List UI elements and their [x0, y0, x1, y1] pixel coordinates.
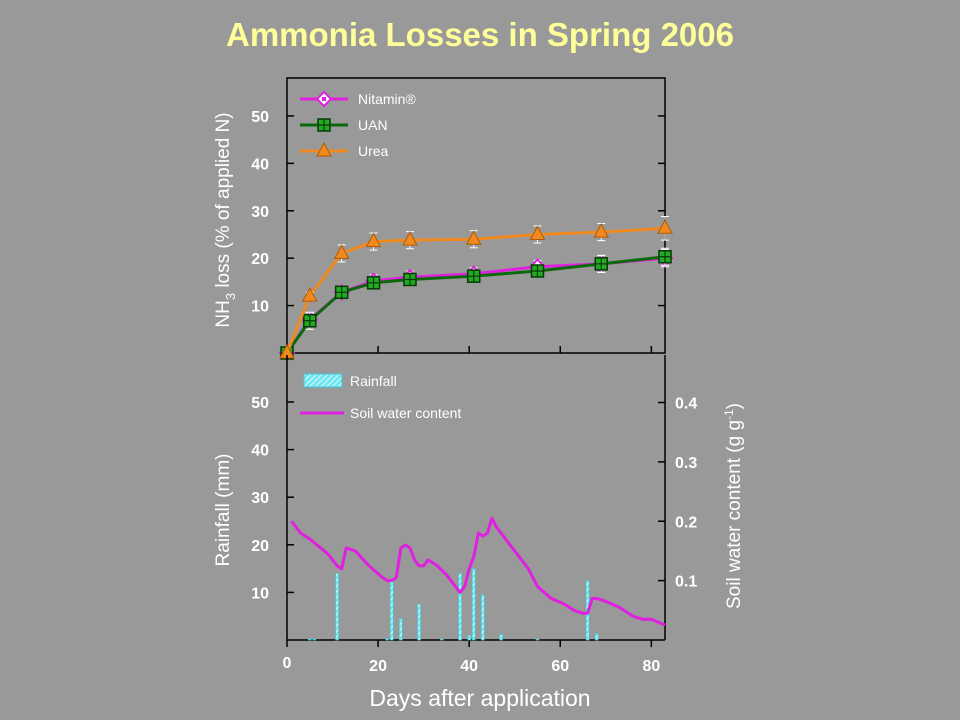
top-y-tick-label: 30	[251, 204, 269, 221]
rainfall-y-tick-label: 20	[251, 538, 269, 555]
top-y-axis-label-subscript: 3	[223, 293, 238, 300]
data-point-triangle	[402, 231, 418, 246]
top-y-tick-label: 20	[251, 251, 269, 268]
rainfall-y-tick-label: 50	[251, 395, 269, 412]
rainfall-bar	[481, 594, 485, 641]
data-point-square-cross	[659, 250, 671, 263]
rainfall-y-tick-label: 10	[251, 585, 269, 602]
rainfall-bar	[385, 638, 389, 641]
top-y-axis-label-main: NH	[213, 300, 234, 327]
data-point-triangle	[657, 219, 673, 234]
bottom-y-axis-label: Rainfall (mm)	[213, 454, 234, 567]
top-panel: 10 20 30 40 50 Nitamin® UAN Urea	[251, 77, 674, 362]
soil-water-axis-label: Soil water content (g g-1)	[722, 403, 745, 609]
top-y-axis-label-rest: loss (% of applied N)	[213, 112, 234, 293]
data-point-square-cross	[403, 273, 416, 286]
soil-water-y-tick-label: 0.3	[675, 455, 697, 472]
x-tick-label: 0	[283, 655, 292, 672]
rainfall-bar	[594, 633, 599, 641]
legend-marker-diamond-center	[322, 97, 326, 101]
data-point-triangle	[465, 230, 482, 245]
x-tick-label: 80	[642, 658, 660, 675]
rainfall-bar	[389, 580, 394, 641]
rainfall-bar	[312, 638, 317, 641]
data-point-triangle	[529, 225, 546, 240]
legend-marker-square-cross	[318, 119, 330, 131]
series-square	[280, 247, 672, 360]
rainfall-bar	[440, 638, 444, 641]
soil-water-y-tick-label: 0.4	[675, 396, 697, 413]
legend-label-square: UAN	[358, 117, 388, 133]
top-y-axis-label: NH3 loss (% of applied N)	[213, 112, 238, 327]
top-plot-frame	[286, 77, 666, 354]
legend-marker-triangle	[316, 141, 332, 157]
rainfall-bar	[307, 638, 312, 641]
rainfall-y-tick-label: 30	[251, 490, 269, 507]
data-point-triangle	[301, 287, 318, 302]
legend-label-triangle: Urea	[358, 143, 389, 159]
rainfall-bar	[467, 634, 471, 641]
soil-water-y-tick-label: 0.2	[675, 514, 697, 531]
top-y-tick-label: 50	[251, 109, 269, 126]
rainfall-bar	[499, 633, 503, 641]
data-point-triangle	[333, 244, 350, 259]
data-point-square-cross	[467, 270, 480, 283]
legend-label-diamond: Nitamin®	[358, 91, 416, 107]
x-tick-label: 40	[460, 658, 478, 675]
legend-label-rainfall: Rainfall	[350, 373, 397, 389]
rainfall-bar	[471, 568, 476, 641]
x-tick-label: 20	[369, 658, 387, 675]
rainfall-bar	[458, 573, 462, 641]
data-point-square-cross	[367, 276, 380, 289]
soil-water-axis-label-superscript: -1	[722, 409, 736, 420]
data-point-triangle	[365, 232, 382, 248]
top-y-tick-label: 10	[251, 299, 269, 316]
rainfall-bar	[535, 638, 540, 641]
data-point-square-cross	[595, 257, 608, 270]
rainfall-bar	[399, 618, 403, 641]
x-axis-label: Days after application	[369, 685, 590, 711]
top-y-tick-label: 40	[251, 156, 269, 173]
soil-water-axis-label-rest: )	[724, 403, 745, 409]
rainfall-bar	[335, 573, 339, 641]
rainfall-y-tick-label: 40	[251, 443, 269, 460]
data-point-triangle	[593, 223, 610, 238]
legend-swatch-rainfall	[303, 373, 343, 388]
data-point-square-cross	[531, 264, 544, 277]
chart-title: Ammonia Losses in Spring 2006	[226, 16, 734, 53]
data-point-square-cross	[335, 286, 348, 299]
soil-water-line	[290, 516, 666, 627]
series-diamond	[278, 249, 674, 362]
rainfall-bar	[417, 603, 421, 641]
data-point-square-cross	[303, 314, 316, 327]
soil-water-axis-label-main: Soil water content (g g	[724, 420, 745, 609]
series-triangle	[279, 215, 673, 359]
x-tick-label: 60	[551, 658, 569, 675]
soil-water-y-tick-label: 0.1	[675, 574, 697, 591]
legend-label-soil-water: Soil water content	[350, 405, 461, 421]
bottom-panel: 10 20 30 40 50 0.1 0.2 0.3 0.4 0 20 40 60 80 Rainfall S…	[251, 355, 697, 675]
